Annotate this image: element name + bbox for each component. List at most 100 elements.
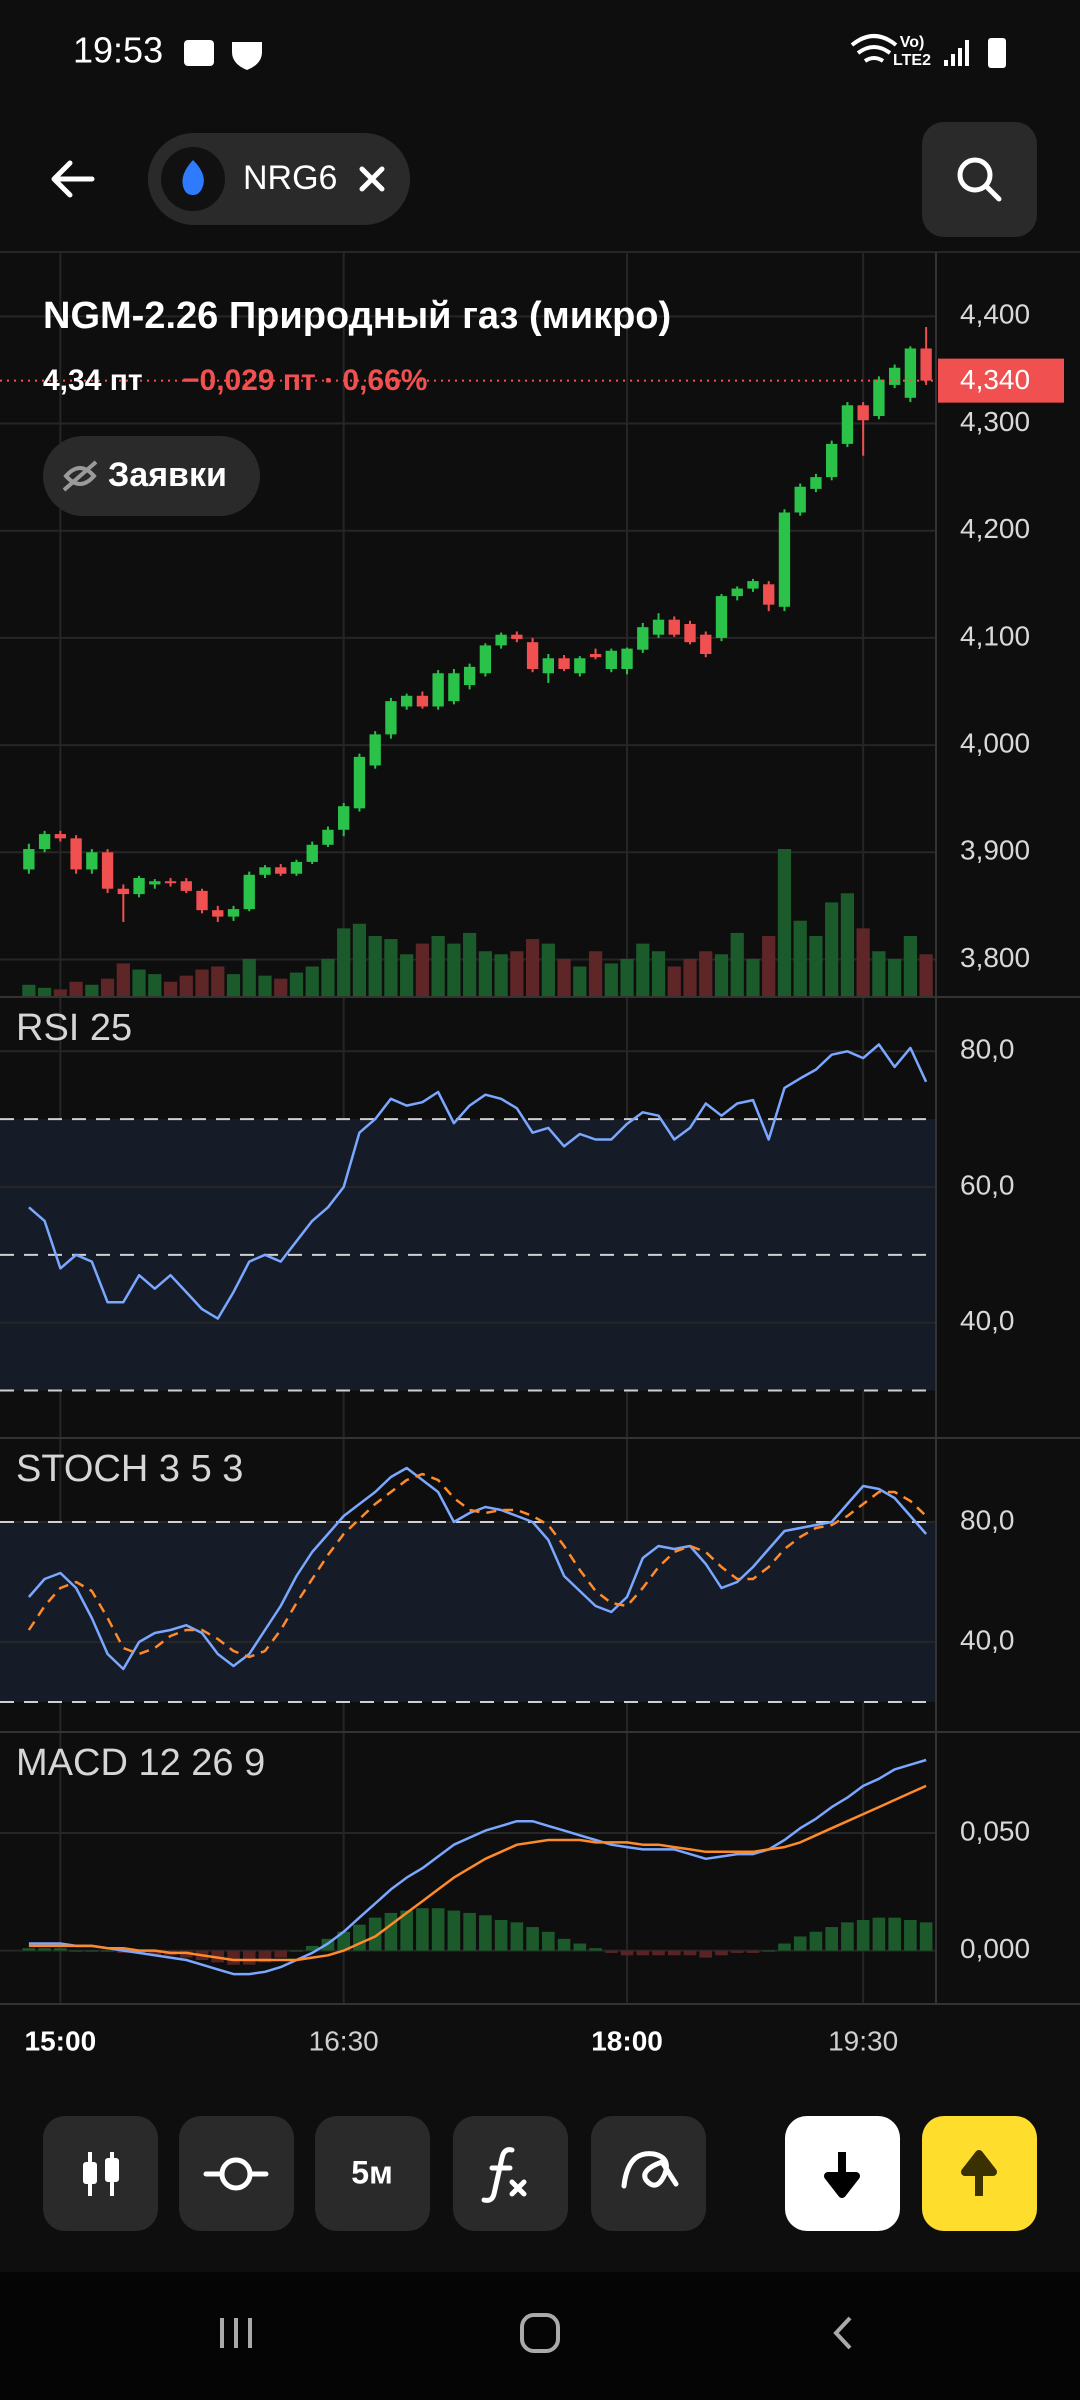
chart-type-button[interactable] xyxy=(43,2116,158,2231)
histogram-bar xyxy=(290,1950,303,1952)
functions-button[interactable] xyxy=(453,2116,568,2231)
volume-bar xyxy=(683,958,697,997)
volume-bar xyxy=(620,958,634,997)
battery-icon xyxy=(988,38,1006,68)
histogram-bar xyxy=(479,1915,492,1951)
candle-body xyxy=(306,844,318,862)
volume-bar xyxy=(667,966,681,997)
candle-body xyxy=(259,867,271,875)
candle-body xyxy=(526,642,539,669)
orders-button[interactable] xyxy=(43,436,260,516)
histogram-bar xyxy=(242,1950,256,1965)
histogram-bar xyxy=(620,1950,634,1956)
nav-back[interactable] xyxy=(833,2316,852,2350)
sell-icon xyxy=(824,2152,860,2198)
volume-bar xyxy=(840,893,855,997)
candle-body xyxy=(873,379,885,417)
candle-body xyxy=(810,477,822,489)
histogram-bar xyxy=(636,1950,650,1956)
candle-body xyxy=(605,650,617,669)
histogram-bar xyxy=(667,1950,681,1956)
histogram-bar xyxy=(683,1950,697,1956)
volume-bar xyxy=(447,943,461,997)
indicator-line xyxy=(28,1043,928,1320)
volume-bar xyxy=(305,966,319,997)
search-button[interactable] xyxy=(922,122,1037,237)
candle-body xyxy=(164,881,177,884)
volume-bar xyxy=(825,902,839,997)
candle-icon-body xyxy=(105,2158,119,2182)
nav-home[interactable] xyxy=(520,2313,560,2353)
y-tick-label: 4,200 xyxy=(960,513,1030,544)
nav-background xyxy=(0,2272,1080,2400)
histogram-bar xyxy=(69,1950,83,1952)
network-volte: Vo) xyxy=(900,34,925,51)
panel-title: STOCH 3 5 3 xyxy=(16,1448,243,1490)
histogram-bar xyxy=(416,1908,429,1951)
y-tick-label: 60,0 xyxy=(960,1169,1015,1200)
header: NRG6 xyxy=(51,122,1037,237)
volume-bar xyxy=(148,974,162,997)
histogram-bar xyxy=(589,1948,602,1951)
candle-body xyxy=(763,584,775,605)
candle-body xyxy=(290,861,303,874)
back-button[interactable] xyxy=(51,160,95,198)
candle-body xyxy=(243,874,255,910)
histogram-bar xyxy=(384,1912,398,1951)
volume-bar xyxy=(274,978,288,997)
histogram-bar xyxy=(652,1950,665,1956)
functions-icon xyxy=(481,2147,527,2203)
histogram-bar xyxy=(762,1950,776,1952)
candle-body xyxy=(652,619,665,635)
candle-icon-body xyxy=(83,2162,97,2184)
drawing-button[interactable] xyxy=(591,2116,706,2231)
volume-bar xyxy=(400,954,414,997)
ticker-close[interactable] xyxy=(359,166,385,192)
volume-bar xyxy=(179,975,193,997)
histogram-bar xyxy=(557,1938,571,1951)
volume-bar xyxy=(809,935,823,997)
candle-body xyxy=(338,806,350,830)
indicator-line xyxy=(27,1472,927,1659)
volume-bar xyxy=(431,935,445,997)
candle-body xyxy=(23,849,35,870)
quote-overlay: NGM-2.26 Природный газ (микро) 4,34 пт −… xyxy=(43,295,1064,516)
histogram-bar xyxy=(699,1950,713,1958)
candle-body xyxy=(227,909,240,917)
interval-button[interactable] xyxy=(315,2116,430,2231)
candle-body xyxy=(621,648,633,669)
volume-bar xyxy=(258,975,272,997)
toolbar: 5м xyxy=(43,2116,1037,2231)
histogram-bar xyxy=(919,1922,933,1951)
histogram-bar xyxy=(872,1917,886,1951)
y-tick-label: 3,800 xyxy=(960,942,1030,973)
indicator-line xyxy=(27,1466,928,1671)
volume-bar xyxy=(636,943,650,997)
volume-bar xyxy=(699,951,713,997)
volume-bar xyxy=(368,935,382,997)
last-price-tag xyxy=(938,358,1064,403)
histogram-bar xyxy=(809,1931,823,1951)
candle-body xyxy=(715,596,728,638)
volume-bar xyxy=(494,954,508,997)
volume-bar xyxy=(793,920,807,997)
volume-bar xyxy=(777,849,792,997)
orders-label: Заявки xyxy=(108,456,227,494)
histogram-bar xyxy=(38,1948,51,1951)
price-change: −0,029 пт · 0,66% xyxy=(182,364,427,397)
gallery-icon xyxy=(184,40,214,66)
candle-body xyxy=(133,878,145,895)
nav-recents[interactable] xyxy=(220,2318,252,2348)
histogram-bar xyxy=(888,1917,901,1951)
ticker-label: NRG6 xyxy=(243,159,337,197)
histogram-bar xyxy=(856,1920,870,1951)
candle-body xyxy=(86,852,98,870)
histogram-bar xyxy=(730,1950,744,1953)
volume-bar xyxy=(242,958,256,997)
volume-bar xyxy=(132,969,146,997)
wifi-icon xyxy=(850,34,898,63)
level-band xyxy=(0,1522,936,1702)
volume-bar xyxy=(321,958,335,997)
candle-body xyxy=(70,838,82,870)
indicator-button[interactable] xyxy=(179,2116,294,2231)
